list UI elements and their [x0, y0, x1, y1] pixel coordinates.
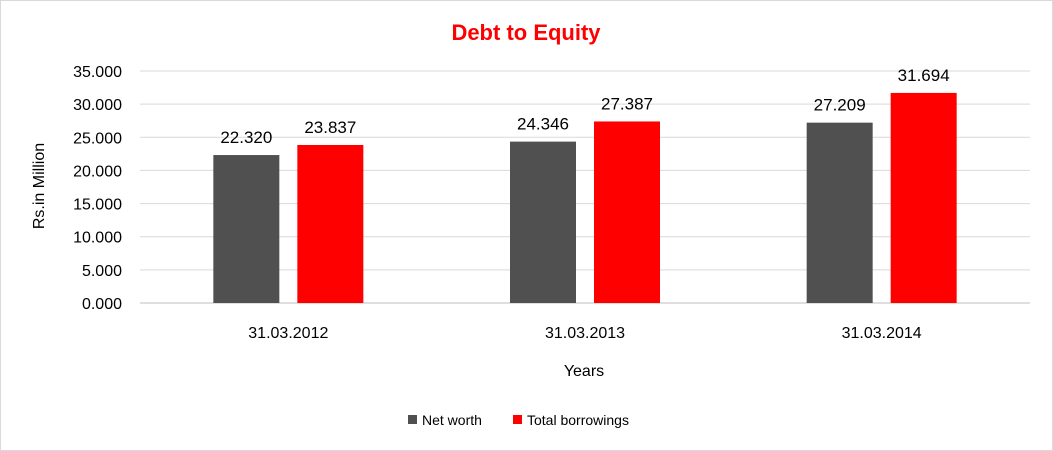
- bar-total-borrowings: [297, 144, 364, 303]
- legend-swatch: [513, 415, 522, 424]
- y-axis-title: Rs.in Million: [31, 143, 48, 229]
- y-tick-label: 15.000: [73, 197, 122, 214]
- y-tick-label: 30.000: [73, 97, 122, 114]
- bar-net-worth: [806, 122, 873, 303]
- y-tick-label: 0.000: [82, 296, 122, 313]
- legend-label: Net worth: [422, 412, 482, 428]
- x-axis-ticks: 31.03.2012 31.03.2013 31.03.2014: [248, 325, 922, 342]
- data-labels: 22.320 23.837 24.346 27.387 27.209 31.694: [220, 66, 949, 147]
- bar-net-worth: [510, 141, 576, 303]
- data-label: 22.320: [220, 128, 272, 147]
- data-label: 23.837: [304, 118, 356, 137]
- y-tick-label: 10.000: [73, 230, 122, 247]
- x-tick-label: 31.03.2014: [842, 325, 922, 342]
- y-tick-label: 25.000: [73, 130, 122, 147]
- y-axis-ticks: 0.000 5.000 10.000 15.000 20.000 25.000 30.000…: [73, 64, 122, 313]
- legend-swatch: [408, 415, 417, 424]
- legend: Net worth Total borrowings: [408, 412, 629, 428]
- x-axis-title: Years: [564, 363, 604, 380]
- gridlines: [140, 70, 1030, 304]
- bar-net-worth: [213, 155, 280, 303]
- chart-title: Debt to Equity: [451, 20, 601, 45]
- y-tick-label: 35.000: [73, 64, 122, 81]
- bar-total-borrowings: [890, 92, 957, 303]
- y-tick-label: 20.000: [73, 163, 122, 180]
- bar-total-borrowings: [594, 121, 660, 303]
- y-tick-label: 5.000: [82, 263, 122, 280]
- data-label: 24.346: [517, 115, 569, 134]
- data-label: 27.387: [601, 94, 653, 113]
- bars: [213, 92, 957, 303]
- legend-label: Total borrowings: [527, 412, 629, 428]
- x-tick-label: 31.03.2013: [545, 325, 625, 342]
- data-label: 31.694: [898, 66, 950, 85]
- x-tick-label: 31.03.2012: [248, 325, 328, 342]
- data-label: 27.209: [814, 96, 866, 115]
